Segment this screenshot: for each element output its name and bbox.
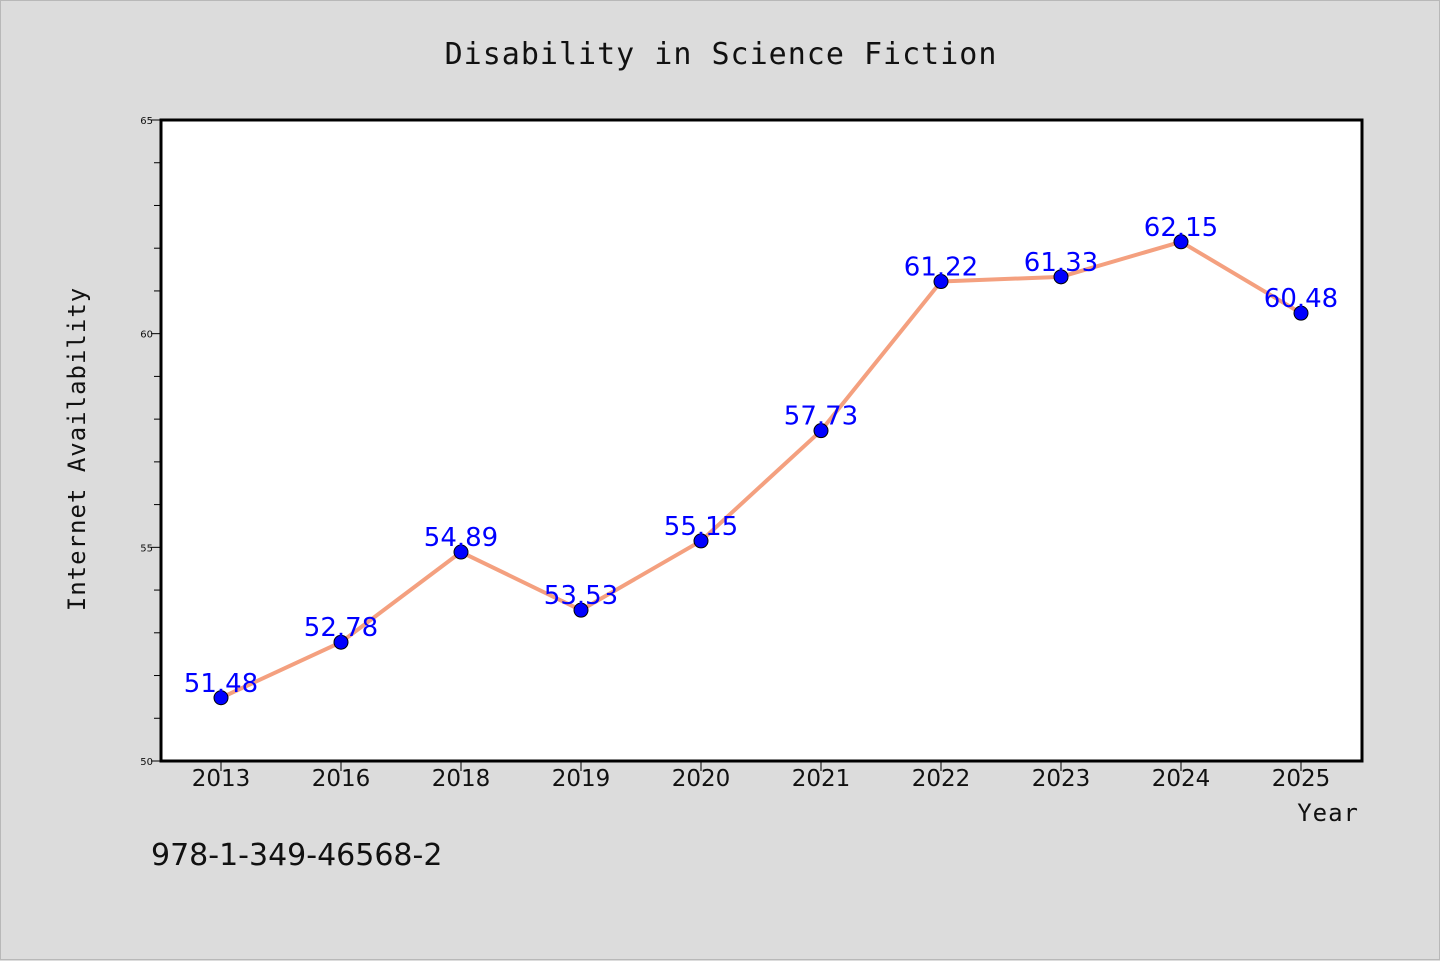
series-line [220, 239, 1303, 700]
data-label: 51.48 [184, 669, 258, 699]
data-point [453, 544, 469, 560]
x-tick-label: 2018 [432, 766, 491, 792]
data-label: 54.89 [424, 523, 498, 553]
x-axis: 2013 2016 2018 2019 2020 2021 2022 2023 2024 2025 [192, 761, 1331, 792]
data-label: 61.22 [904, 253, 978, 283]
chart-title: Disability in Science Fiction [445, 37, 998, 72]
data-point [1173, 234, 1189, 250]
y-tick-label: 50 [140, 757, 153, 768]
data-point [213, 690, 229, 706]
x-tick-label: 2013 [192, 766, 251, 792]
x-tick-label: 2025 [1272, 766, 1331, 792]
y-axis-title: Internet Availability [63, 287, 91, 611]
data-point [573, 602, 589, 618]
data-label: 61.33 [1024, 248, 1098, 278]
x-tick-label: 2016 [312, 766, 371, 792]
x-tick-label: 2022 [912, 766, 971, 792]
y-axis: 50 55 60 65 [140, 116, 161, 768]
data-point [813, 423, 829, 439]
data-label: 60.48 [1264, 284, 1338, 314]
x-tick-label: 2023 [1032, 766, 1091, 792]
x-axis-title: Year [1297, 799, 1359, 827]
data-label: 53.53 [544, 581, 618, 611]
plot-area [159, 118, 1364, 763]
footer-isbn: 978-1-349-46568-2 [151, 838, 442, 873]
data-point [333, 634, 349, 650]
series-layer: 51.48 52.78 54.89 53.53 55.15 57.73 61.22 61.33… [184, 213, 1338, 706]
data-point [933, 274, 949, 290]
y-tick-label: 65 [140, 116, 153, 127]
x-tick-label: 2021 [792, 766, 851, 792]
data-point [693, 533, 709, 549]
x-tick-label: 2024 [1152, 766, 1211, 792]
data-label: 57.73 [784, 402, 858, 432]
y-tick-label: 60 [140, 330, 153, 341]
x-tick-label: 2020 [672, 766, 731, 792]
y-tick-label: 55 [140, 543, 153, 554]
data-label: 55.15 [664, 512, 738, 542]
data-point [1293, 305, 1309, 321]
data-label: 62.15 [1144, 213, 1218, 243]
data-point [1053, 269, 1069, 285]
data-label: 52.78 [304, 613, 378, 643]
x-tick-label: 2019 [552, 766, 611, 792]
